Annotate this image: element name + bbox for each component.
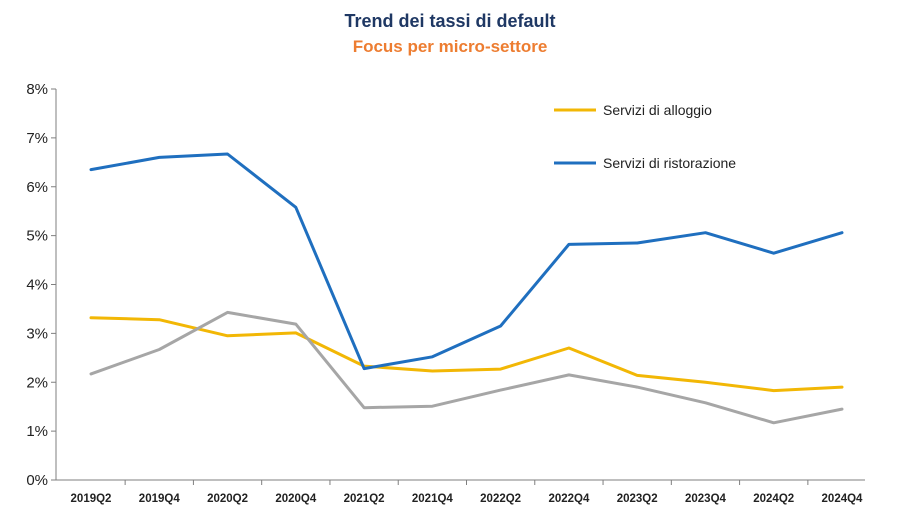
y-tick-label: 5% — [26, 228, 48, 245]
series-line-1 — [89, 152, 844, 371]
x-axis-ticks: 2019Q2 2019Q4 2020Q2 2020Q4 2021Q2 2021Q4 2022… — [71, 480, 864, 505]
y-tick-label: 2% — [26, 374, 48, 391]
x-tick-label: 2019Q2 — [71, 493, 112, 505]
x-tick-label: 2023Q2 — [617, 493, 658, 505]
chart-title: Trend dei tassi di default — [344, 11, 556, 31]
series-line-2 — [89, 310, 844, 425]
y-tick-label: 1% — [26, 423, 48, 440]
x-tick-label: 2020Q4 — [275, 493, 317, 505]
legend-label-1: Servizi di ristorazione — [603, 155, 736, 171]
legend: Servizi di alloggio Servizi di ristorazio… — [554, 102, 736, 171]
y-tick-label: 8% — [26, 81, 48, 98]
y-axis-ticks: 0% 1% 2% 3% 4% 5% 6% 7% 8% — [26, 81, 56, 489]
series-line-0 — [89, 316, 844, 393]
chart-subtitle: Focus per micro-settore — [352, 37, 548, 56]
x-tick-label: 2024Q2 — [753, 493, 794, 505]
x-tick-label: 2022Q2 — [480, 493, 521, 505]
x-tick-label: 2019Q4 — [139, 493, 181, 505]
y-tick-label: 4% — [26, 277, 48, 294]
chart-axes — [55, 89, 865, 481]
y-tick-label: 6% — [26, 179, 48, 196]
x-tick-label: 2021Q4 — [412, 493, 454, 505]
y-tick-label: 0% — [26, 472, 48, 489]
legend-label-0: Servizi di alloggio — [603, 102, 712, 118]
y-tick-label: 7% — [26, 130, 48, 147]
x-tick-label: 2024Q4 — [822, 493, 864, 505]
y-tick-label: 3% — [26, 325, 48, 342]
x-tick-label: 2022Q4 — [548, 493, 590, 505]
series-lines — [89, 152, 844, 425]
x-tick-label: 2020Q2 — [207, 493, 248, 505]
x-tick-label: 2023Q4 — [685, 493, 727, 505]
x-tick-label: 2021Q2 — [344, 493, 385, 505]
